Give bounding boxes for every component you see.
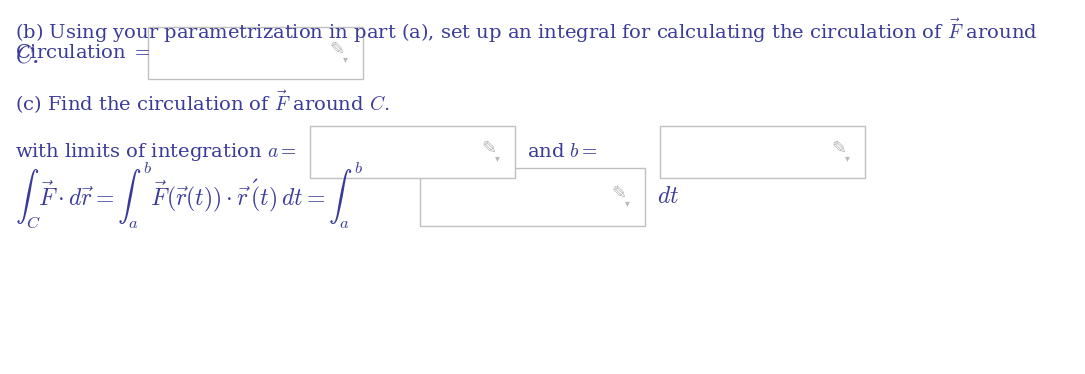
Text: with limits of integration $a =$: with limits of integration $a =$ — [15, 141, 297, 163]
FancyBboxPatch shape — [420, 168, 644, 226]
Text: ✎: ✎ — [330, 41, 345, 59]
Text: $dt$: $dt$ — [658, 184, 679, 208]
Text: ▾: ▾ — [844, 153, 850, 163]
Text: ▾: ▾ — [343, 54, 347, 64]
FancyBboxPatch shape — [660, 126, 865, 178]
Text: ▾: ▾ — [495, 153, 499, 163]
Text: ✎: ✎ — [831, 140, 846, 158]
Text: and $b =$: and $b =$ — [527, 143, 598, 161]
FancyBboxPatch shape — [148, 27, 363, 79]
FancyBboxPatch shape — [310, 126, 515, 178]
Text: $\int_C \vec{F} \cdot d\vec{r} = \int_a^b \vec{F}(\vec{r}(t)) \cdot \vec{r}\,\'(: $\int_C \vec{F} \cdot d\vec{r} = \int_a^… — [15, 161, 363, 231]
Text: ▾: ▾ — [625, 198, 629, 208]
Text: (b) Using your parametrization in part (a), set up an integral for calculating t: (b) Using your parametrization in part (… — [15, 17, 1037, 45]
Text: ✎: ✎ — [612, 185, 626, 203]
Text: $C$.: $C$. — [15, 44, 39, 67]
Text: Circulation $=$: Circulation $=$ — [15, 44, 151, 62]
Text: ✎: ✎ — [482, 140, 497, 158]
Text: (c) Find the circulation of $\vec{F}$ around $C$.: (c) Find the circulation of $\vec{F}$ ar… — [15, 88, 390, 116]
